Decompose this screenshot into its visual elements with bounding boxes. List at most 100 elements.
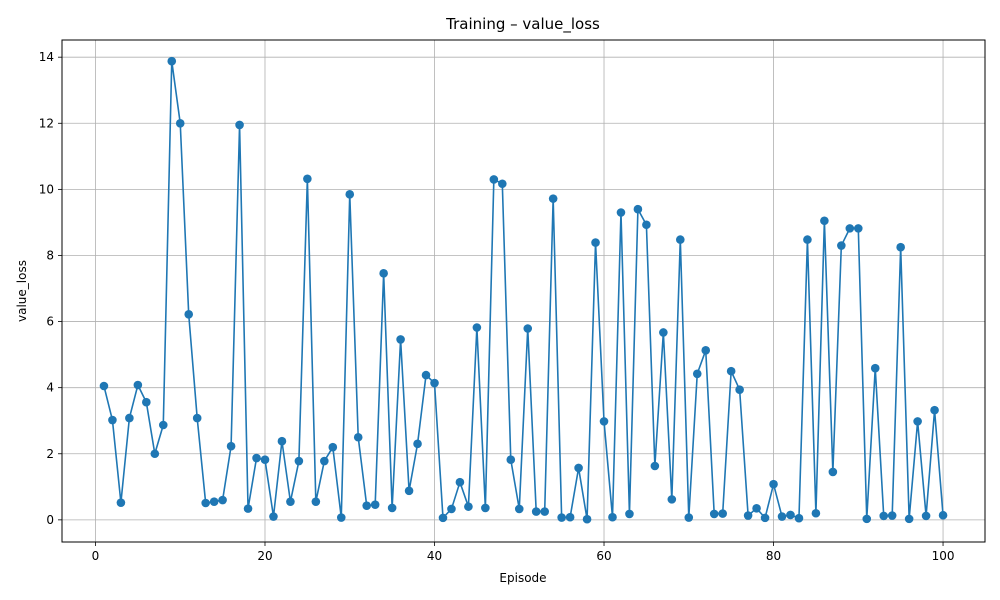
- data-point: [108, 415, 117, 425]
- data-point: [362, 501, 372, 510]
- data-point: [879, 511, 889, 521]
- data-point: [455, 477, 465, 487]
- data-point: [786, 510, 795, 520]
- series-line: [103, 60, 944, 521]
- y-tick-label: 2: [46, 447, 54, 461]
- data-point: [862, 514, 872, 524]
- data-point: [616, 208, 626, 217]
- data-point: [667, 495, 677, 504]
- data-point: [574, 463, 583, 473]
- data-point: [718, 509, 727, 518]
- data-point: [659, 328, 668, 337]
- data-point: [811, 508, 821, 518]
- data-point: [345, 190, 355, 199]
- data-point: [260, 455, 270, 465]
- y-tick-label: 0: [46, 513, 54, 527]
- data-point: [158, 420, 168, 430]
- data-point: [235, 120, 244, 130]
- data-point: [277, 436, 287, 446]
- data-point: [192, 413, 202, 423]
- data-point: [913, 417, 922, 426]
- data-point: [303, 174, 312, 184]
- chart-title: Training – value_loss: [445, 15, 600, 34]
- y-tick-label: 12: [39, 116, 54, 130]
- data-point: [531, 507, 541, 516]
- data-point: [701, 346, 711, 355]
- data-point: [336, 513, 346, 522]
- x-tick-label: 100: [932, 549, 955, 563]
- y-axis-label: value_loss: [15, 260, 29, 322]
- data-point: [726, 366, 736, 376]
- data-point: [286, 497, 295, 506]
- data-point: [464, 502, 473, 511]
- data-point: [404, 486, 414, 496]
- data-point: [175, 118, 185, 128]
- data-point: [650, 461, 660, 471]
- data-point: [540, 507, 549, 516]
- y-tick-label: 6: [46, 315, 54, 329]
- data-point: [557, 513, 566, 522]
- data-point: [887, 511, 897, 520]
- data-point: [777, 512, 787, 521]
- data-point: [676, 235, 685, 244]
- data-point: [709, 509, 719, 519]
- data-point: [904, 514, 914, 524]
- data-point: [735, 385, 744, 394]
- data-point: [803, 235, 812, 244]
- data-point: [116, 498, 126, 507]
- data-point: [201, 498, 210, 508]
- data-point: [226, 441, 236, 451]
- data-point: [387, 503, 397, 513]
- data-point: [930, 405, 939, 415]
- plot-frame: [61, 39, 986, 543]
- data-point: [150, 449, 160, 459]
- data-point: [311, 497, 321, 506]
- x-tick-label: 60: [596, 549, 611, 563]
- data-point: [430, 378, 439, 388]
- data-point: [421, 370, 431, 380]
- data-point: [209, 497, 219, 506]
- data-point: [269, 512, 278, 521]
- data-point: [752, 503, 761, 513]
- data-point: [294, 456, 304, 466]
- data-point: [99, 381, 109, 391]
- x-axis-ticks: 0 20 40 60 80 100: [92, 542, 955, 563]
- data-point: [472, 323, 482, 332]
- data-point: [514, 504, 524, 514]
- data-point: [413, 439, 422, 449]
- data-point: [642, 220, 651, 230]
- data-point: [498, 179, 507, 189]
- data-point: [625, 509, 634, 519]
- grid-lines: [62, 40, 985, 542]
- data-point: [481, 503, 490, 513]
- y-tick-label: 4: [46, 381, 54, 395]
- data-point: [599, 417, 609, 426]
- data-point: [921, 511, 931, 521]
- data-point: [870, 363, 880, 373]
- data-point: [684, 513, 694, 522]
- y-tick-label: 8: [46, 248, 54, 262]
- series-polyline: [103, 60, 944, 521]
- data-point: [447, 504, 456, 514]
- data-point: [320, 456, 329, 466]
- data-point: [820, 216, 829, 226]
- data-point: [218, 495, 227, 505]
- data-point: [938, 510, 948, 520]
- data-point: [845, 224, 855, 233]
- x-tick-label: 80: [766, 549, 781, 563]
- data-point: [582, 514, 592, 524]
- data-point: [692, 369, 702, 379]
- data-point: [565, 512, 575, 522]
- data-point: [896, 242, 905, 252]
- data-point: [396, 335, 405, 344]
- x-tick-label: 20: [257, 549, 272, 563]
- x-axis-label: Episode: [499, 571, 546, 585]
- data-point: [142, 397, 151, 407]
- data-point: [591, 238, 600, 247]
- data-point: [252, 453, 261, 463]
- data-point: [523, 324, 533, 333]
- y-tick-label: 14: [39, 50, 54, 64]
- data-point: [125, 413, 134, 423]
